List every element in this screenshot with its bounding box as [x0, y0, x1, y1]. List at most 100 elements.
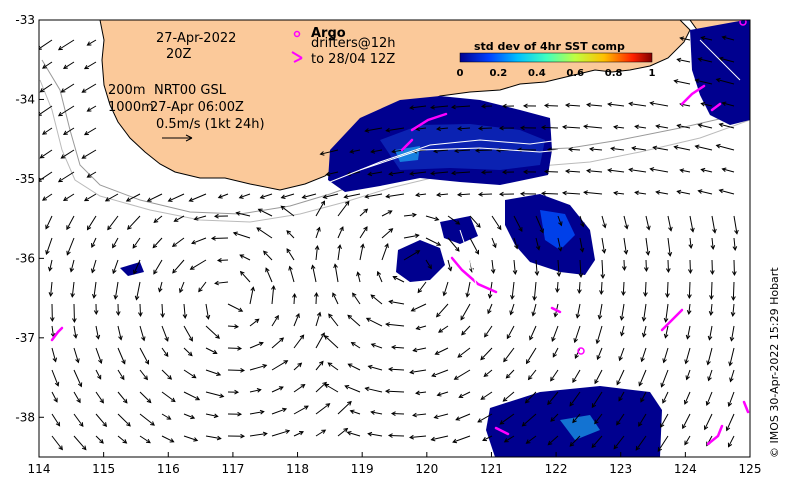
current-arrow [126, 193, 141, 202]
current-arrow-head [347, 400, 352, 406]
current-arrow-head [282, 407, 288, 413]
current-arrow-head [112, 243, 117, 249]
current-arrow-head [363, 226, 368, 232]
current-arrow [695, 79, 713, 85]
current-arrow [682, 413, 691, 429]
x-tick-label: 122 [545, 462, 568, 476]
current-arrow-head [216, 435, 222, 441]
current-arrow-head [234, 324, 240, 329]
current-arrow [664, 325, 669, 338]
current-arrow-head [660, 423, 665, 429]
current-arrow [620, 325, 625, 336]
current-arrow [529, 325, 537, 340]
current-arrow-head [557, 246, 563, 252]
current-arrow-head [643, 292, 648, 298]
current-arrow-head [198, 287, 203, 293]
current-arrow-head [265, 267, 270, 273]
current-arrow [677, 190, 691, 195]
current-arrow [183, 435, 198, 441]
current-arrow [674, 146, 691, 151]
current-arrow [513, 215, 523, 232]
current-arrow [452, 435, 471, 443]
current-arrow-head [613, 124, 618, 130]
current-arrow-head [122, 398, 128, 404]
current-arrow-head [91, 293, 97, 299]
current-arrow [117, 413, 131, 427]
current-arrow-head [42, 64, 47, 69]
current-arrow-head [574, 353, 579, 359]
current-arrow-head [506, 334, 511, 340]
current-arrow [256, 227, 273, 239]
current-arrow [632, 147, 647, 151]
argo-float-marker [739, 20, 747, 26]
current-arrow-head [595, 339, 601, 345]
current-arrow-head [409, 434, 414, 440]
current-arrow-head [662, 398, 667, 404]
current-arrow-head [567, 147, 573, 152]
current-arrow-head [638, 381, 643, 387]
current-arrow-head [259, 194, 265, 199]
current-arrow-head [607, 102, 613, 107]
current-arrow [656, 191, 669, 195]
current-arrow [105, 193, 119, 202]
current-arrow [117, 369, 125, 380]
current-arrow-head [286, 230, 292, 235]
current-arrow-head [178, 288, 184, 294]
current-arrow-head [715, 77, 721, 83]
current-arrow-head [645, 250, 651, 256]
current-arrow-head [455, 416, 461, 421]
current-arrow-head [213, 413, 219, 419]
current-arrow-head [81, 88, 87, 93]
x-tick-label: 116 [157, 462, 180, 476]
current-arrow [597, 347, 603, 360]
current-arrow-head [728, 361, 733, 367]
current-arrow [271, 386, 284, 393]
current-arrow-head [718, 56, 724, 62]
current-arrow-head [527, 375, 533, 381]
current-arrow-head [501, 169, 507, 175]
current-arrow-head [700, 35, 706, 41]
current-arrow-head [240, 368, 246, 373]
current-arrow [719, 189, 735, 195]
current-arrow-head [529, 335, 534, 341]
current-arrow-head [167, 375, 173, 380]
current-arrow-head [599, 290, 604, 296]
current-arrow [499, 413, 515, 425]
x-tick-label: 117 [221, 462, 244, 476]
current-arrow-head [731, 296, 736, 302]
current-arrow-head [120, 375, 125, 381]
current-arrow-head [390, 411, 396, 416]
current-arrow [698, 190, 713, 195]
x-tick-label: 119 [351, 462, 374, 476]
current-arrow [611, 147, 625, 151]
colorbar-tick-label: 0.6 [566, 68, 584, 79]
current-arrow-head [62, 130, 68, 135]
current-arrow [359, 226, 368, 239]
current-arrow-head [610, 146, 616, 152]
current-arrow [132, 237, 141, 249]
current-arrow [579, 215, 584, 227]
current-arrow-head [415, 126, 420, 132]
current-arrow [425, 259, 432, 269]
current-arrow [556, 281, 559, 293]
current-arrow-head [591, 403, 597, 409]
current-arrow-head [303, 405, 309, 410]
current-arrow-head [685, 375, 690, 381]
current-arrow-head [600, 274, 606, 280]
current-arrow-head [725, 426, 731, 432]
current-arrow-head [173, 217, 179, 222]
current-arrow-head [684, 440, 689, 446]
current-arrow-head [697, 123, 703, 128]
current-arrow [685, 347, 691, 364]
current-arrow-head [597, 314, 603, 320]
current-arrow [431, 105, 449, 109]
current-arrow [504, 435, 515, 443]
current-arrow [205, 369, 221, 376]
current-arrow-head [594, 419, 599, 425]
current-arrow-head [732, 271, 737, 277]
current-arrow-head [458, 393, 464, 398]
ssh-contours [329, 39, 741, 301]
current-arrow-head [676, 189, 682, 195]
current-arrow [719, 123, 735, 129]
current-arrow-head [250, 286, 256, 292]
